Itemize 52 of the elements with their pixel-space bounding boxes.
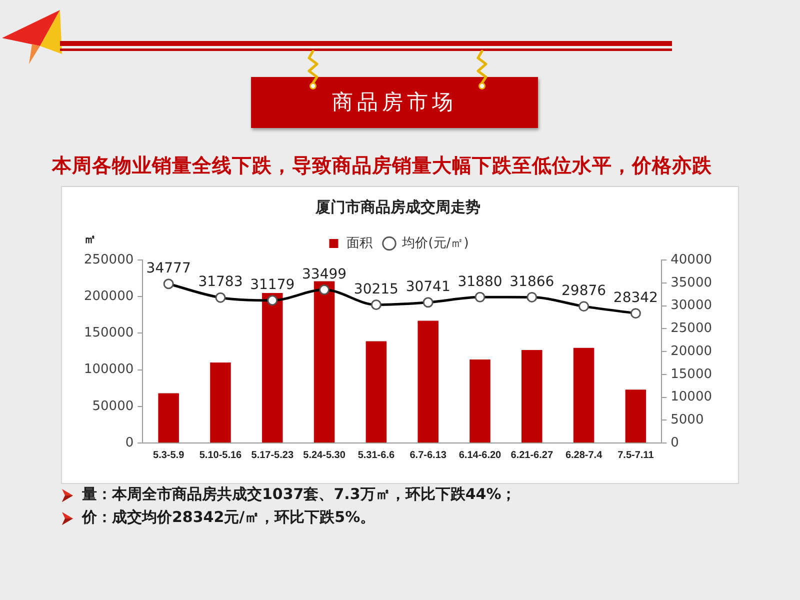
y-tick-label: 200000 [84, 288, 134, 304]
data-label: 31179 [250, 276, 295, 293]
data-label: 29876 [562, 282, 606, 299]
data-label: 28342 [613, 290, 658, 306]
bar [158, 393, 179, 442]
x-tick-label: 5.10-5.16 [199, 450, 242, 461]
y-tick-label: 50000 [92, 398, 134, 414]
chart-title: 厦门市商品房成交周走势 [314, 198, 480, 216]
bar [262, 292, 283, 442]
y-tick-label: 0 [125, 435, 134, 450]
bar [210, 362, 231, 442]
x-tick-label: 6.28-7.4 [565, 450, 603, 461]
data-label: 31783 [198, 274, 243, 290]
y2-tick-label: 30000 [670, 298, 712, 314]
x-tick-label: 7.5-7.11 [618, 450, 654, 461]
y2-tick-label: 15000 [670, 366, 712, 382]
y2-tick-label: 5000 [670, 412, 704, 428]
bar [573, 348, 594, 442]
x-tick-label: 6.21-6.27 [510, 450, 554, 461]
y2-tick-label: 0 [670, 435, 679, 450]
x-tick-label: 5.17-5.23 [251, 450, 294, 461]
text: 本周各物业销量全线下跌，导致商品房销量大幅下跌至低位水平，价格亦跌 [52, 153, 712, 179]
x-tick-label: 6.14-6.20 [458, 450, 502, 461]
bar [418, 320, 438, 442]
data-label: 31866 [510, 274, 554, 290]
data-label: 34777 [146, 260, 191, 277]
y2-tick-label: 35000 [670, 275, 712, 290]
data-label: 30741 [406, 279, 450, 295]
x-tick-label: 5.24-5.30 [303, 450, 346, 461]
y2-tick-label: 40000 [670, 252, 712, 268]
y2-tick-label: 10000 [670, 390, 712, 405]
legend-label: 均价(元/㎡) [401, 236, 469, 251]
x-tick-label: 6.7-6.13 [410, 450, 447, 461]
y-tick-label: 100000 [84, 362, 134, 378]
data-label: 33499 [302, 266, 347, 282]
bar [366, 341, 387, 442]
text: 价：成交均价28342元/㎡，环比下跌5%。 [82, 508, 376, 527]
bar [470, 360, 490, 442]
y-tick-label: 250000 [84, 252, 134, 268]
x-tick-label: 5.31-6.6 [358, 450, 395, 461]
bar [625, 390, 646, 442]
bar [314, 281, 335, 442]
y2-tick-label: 20000 [670, 344, 712, 359]
text: 量：本周全市商品房共成交1037套、7.3万㎡，环比下跌44%； [82, 485, 516, 504]
bar [522, 350, 542, 442]
data-label: 30215 [354, 281, 398, 298]
x-tick-label: 5.3-5.9 [153, 450, 185, 461]
y-axis-title: ㎡ [84, 232, 96, 246]
data-label: 31880 [458, 274, 502, 290]
y2-tick-label: 25000 [670, 321, 712, 336]
y-tick-label: 150000 [84, 326, 134, 341]
legend-label: 面积 [346, 236, 373, 251]
